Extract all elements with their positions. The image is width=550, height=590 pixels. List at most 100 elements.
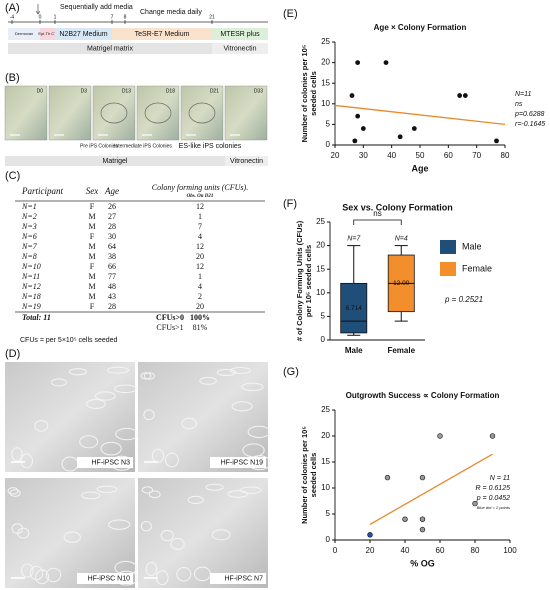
table-header: Obs. On D21 bbox=[187, 194, 214, 199]
fit-line bbox=[369, 453, 493, 525]
table-cell: N=8 bbox=[21, 252, 37, 261]
label-box bbox=[210, 457, 266, 468]
x-tick-label: 80 bbox=[501, 151, 510, 160]
x-tick-label: 60 bbox=[444, 151, 453, 160]
fit-line bbox=[334, 104, 506, 126]
media-label: Epi-Th CT bbox=[38, 31, 57, 36]
cell-texture bbox=[216, 368, 237, 377]
cell-texture bbox=[63, 531, 81, 543]
point bbox=[462, 93, 468, 98]
table-cell: F bbox=[90, 262, 95, 271]
cell-texture bbox=[143, 372, 155, 380]
table-cell: M bbox=[88, 252, 95, 261]
x-tick-label: Male bbox=[345, 346, 363, 355]
point bbox=[384, 474, 391, 481]
annotation: N = 11 bbox=[490, 475, 510, 482]
table-cell: N=2 bbox=[21, 212, 37, 221]
table-cell: 27 bbox=[108, 212, 116, 221]
cell-texture bbox=[11, 523, 24, 534]
cell-texture bbox=[140, 372, 152, 380]
media-box bbox=[112, 28, 212, 40]
table-cell: N=10 bbox=[21, 262, 41, 271]
colony bbox=[188, 102, 216, 124]
timeline-day: 8 bbox=[124, 14, 127, 20]
table-cell: M bbox=[88, 292, 95, 301]
y-tick-label: 0 bbox=[326, 140, 331, 149]
media-box bbox=[212, 28, 268, 40]
table-cell: F bbox=[90, 232, 95, 241]
timeline-day: -4 bbox=[10, 14, 15, 20]
n-label: N=7 bbox=[347, 235, 361, 242]
cell-texture bbox=[247, 425, 271, 438]
chart-title: Sex vs. Colony Formation bbox=[342, 202, 453, 212]
cell-texture bbox=[108, 519, 131, 530]
cell-texture bbox=[81, 491, 101, 500]
cell-texture bbox=[227, 490, 249, 498]
cell-texture bbox=[86, 399, 106, 409]
significance-bracket bbox=[353, 219, 402, 225]
media-box bbox=[40, 28, 55, 40]
matrix-box bbox=[212, 43, 268, 54]
table-cell: 12 bbox=[196, 202, 204, 211]
table-cell: 1 bbox=[198, 212, 202, 221]
cell-texture bbox=[145, 561, 158, 577]
annotation: N=11 bbox=[515, 91, 532, 98]
y-axis-label: Number of colonies per 10⁵ bbox=[300, 44, 309, 142]
table-cell: N=3 bbox=[21, 222, 37, 231]
micrograph bbox=[138, 362, 268, 472]
media-label: N2B27 Medium bbox=[59, 31, 107, 38]
micrograph bbox=[224, 85, 268, 141]
table-cell: 30 bbox=[108, 232, 116, 241]
panel-label: (A) bbox=[5, 2, 20, 14]
cell-texture bbox=[165, 452, 179, 468]
point bbox=[397, 134, 403, 140]
matrix-box bbox=[8, 43, 212, 54]
table-cell: 77 bbox=[108, 272, 116, 281]
media-box bbox=[55, 28, 112, 40]
cell-texture bbox=[140, 521, 152, 532]
panel-label: (D) bbox=[5, 348, 20, 360]
point bbox=[355, 60, 361, 65]
table-cell: CFUs>0 bbox=[156, 313, 184, 322]
table-header: Colony forming units (CFUs). bbox=[152, 183, 248, 192]
table-cell: 28 bbox=[108, 222, 116, 231]
micrograph bbox=[5, 478, 135, 588]
annotation: r=-0.1645 bbox=[515, 121, 545, 128]
point bbox=[494, 138, 499, 144]
micrograph bbox=[138, 478, 268, 588]
matrix-label: Vitronectin bbox=[230, 158, 263, 165]
cell-texture bbox=[242, 443, 265, 458]
annotation: p = 0.2521 bbox=[444, 295, 483, 304]
panel-label: (E) bbox=[283, 8, 298, 20]
cell-texture bbox=[181, 417, 197, 430]
y-tick-label: 25 bbox=[321, 405, 330, 414]
table-cell: 20 bbox=[196, 302, 204, 311]
micrograph-label: HF-iPSC N7 bbox=[224, 575, 263, 582]
media-label: MTESR plus bbox=[220, 31, 260, 38]
table-header: Age bbox=[104, 186, 119, 196]
day-label: D13 bbox=[122, 88, 131, 94]
cell-texture bbox=[7, 487, 19, 495]
y-tick-label: 25 bbox=[321, 37, 330, 46]
table-cell: 81% bbox=[193, 323, 208, 332]
table-cell: 7 bbox=[198, 222, 202, 231]
cell-texture bbox=[148, 490, 161, 499]
table-cell: M bbox=[88, 242, 95, 251]
table-cell: 43 bbox=[108, 292, 116, 301]
y-tick-label: 5 bbox=[326, 509, 331, 518]
cell-texture bbox=[241, 382, 264, 392]
x-axis-label: % OG bbox=[410, 558, 435, 568]
micrograph-label: HF-iPSC N19 bbox=[221, 459, 264, 466]
legend-label: Male bbox=[462, 241, 482, 251]
y-tick-label: 10 bbox=[316, 288, 325, 297]
table-cell: 12 bbox=[196, 262, 204, 271]
table-cell: M bbox=[88, 272, 95, 281]
cell-texture bbox=[239, 486, 262, 494]
legend-label: Female bbox=[462, 263, 492, 273]
matrix-box bbox=[225, 156, 268, 166]
colony-caption: ES-like iPS colonies bbox=[179, 143, 242, 150]
timeline-day: 7 bbox=[111, 14, 114, 20]
colony bbox=[100, 102, 128, 124]
x-axis-label: Age bbox=[411, 163, 428, 173]
point bbox=[367, 532, 373, 538]
